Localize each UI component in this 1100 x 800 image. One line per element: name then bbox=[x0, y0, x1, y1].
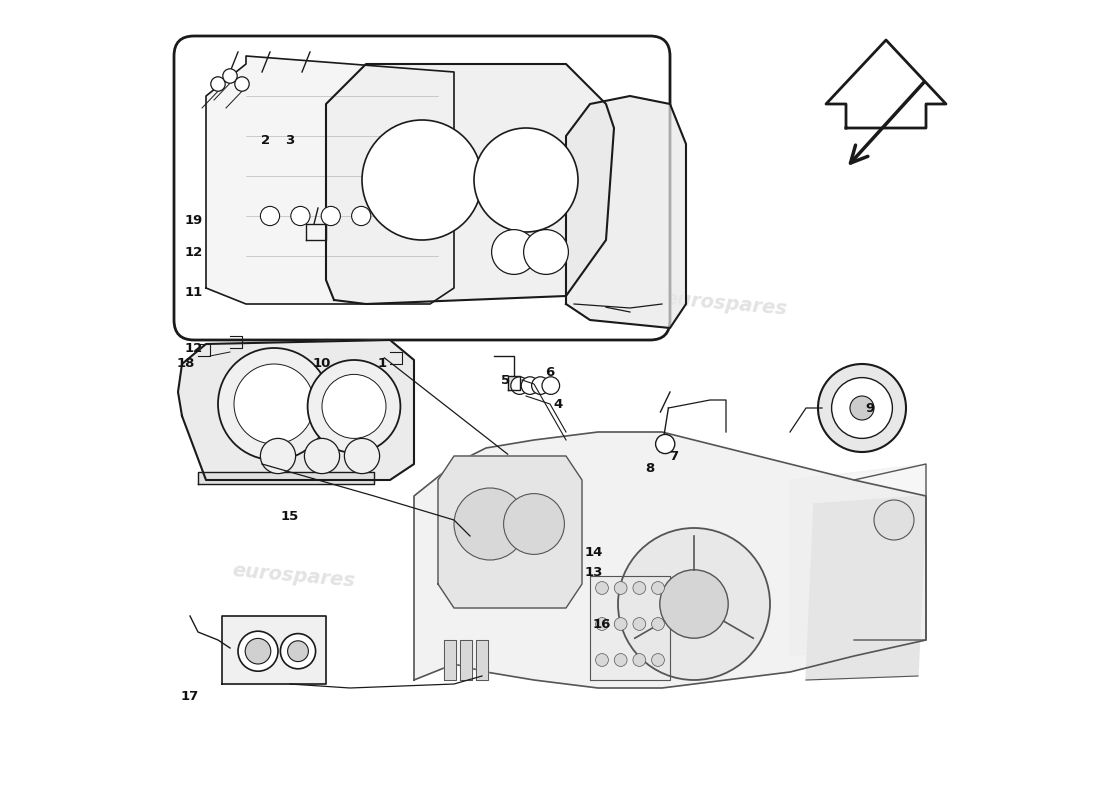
Text: 17: 17 bbox=[180, 690, 199, 702]
Circle shape bbox=[632, 618, 646, 630]
Polygon shape bbox=[206, 56, 454, 304]
Text: 2: 2 bbox=[262, 134, 271, 146]
Text: 8: 8 bbox=[646, 462, 654, 474]
Polygon shape bbox=[806, 496, 926, 680]
Circle shape bbox=[344, 438, 380, 474]
Circle shape bbox=[818, 364, 906, 452]
Polygon shape bbox=[438, 456, 582, 608]
Polygon shape bbox=[475, 640, 488, 680]
Polygon shape bbox=[790, 464, 926, 656]
Circle shape bbox=[651, 654, 664, 666]
Text: 3: 3 bbox=[285, 134, 295, 146]
Circle shape bbox=[874, 500, 914, 540]
FancyBboxPatch shape bbox=[174, 36, 670, 340]
Text: 11: 11 bbox=[185, 286, 204, 298]
Text: 7: 7 bbox=[670, 450, 679, 462]
Circle shape bbox=[321, 206, 340, 226]
Text: 1: 1 bbox=[377, 358, 386, 370]
Polygon shape bbox=[826, 40, 946, 128]
Circle shape bbox=[660, 570, 728, 638]
Text: 9: 9 bbox=[866, 402, 874, 414]
Circle shape bbox=[614, 582, 627, 594]
Polygon shape bbox=[178, 340, 414, 480]
Polygon shape bbox=[460, 640, 472, 680]
Polygon shape bbox=[198, 472, 374, 484]
Circle shape bbox=[614, 654, 627, 666]
Circle shape bbox=[595, 654, 608, 666]
Circle shape bbox=[595, 618, 608, 630]
Circle shape bbox=[474, 128, 578, 232]
Text: 5: 5 bbox=[502, 374, 510, 386]
Circle shape bbox=[524, 230, 569, 274]
Text: eurospares: eurospares bbox=[448, 561, 572, 591]
Text: eurospares: eurospares bbox=[448, 289, 572, 319]
Circle shape bbox=[218, 348, 330, 460]
Circle shape bbox=[261, 206, 279, 226]
Circle shape bbox=[305, 438, 340, 474]
Text: 19: 19 bbox=[185, 214, 204, 226]
Circle shape bbox=[211, 77, 226, 91]
Polygon shape bbox=[414, 432, 926, 688]
Circle shape bbox=[492, 230, 537, 274]
Text: 12: 12 bbox=[185, 342, 204, 354]
Circle shape bbox=[280, 634, 316, 669]
Text: eurospares: eurospares bbox=[663, 289, 789, 319]
Circle shape bbox=[322, 374, 386, 438]
Circle shape bbox=[412, 206, 431, 226]
Circle shape bbox=[362, 120, 482, 240]
Circle shape bbox=[632, 654, 646, 666]
Circle shape bbox=[352, 206, 371, 226]
Circle shape bbox=[656, 434, 674, 454]
Text: 4: 4 bbox=[553, 398, 562, 410]
Circle shape bbox=[234, 364, 313, 444]
Circle shape bbox=[651, 618, 664, 630]
Text: 16: 16 bbox=[593, 618, 612, 630]
Circle shape bbox=[832, 378, 892, 438]
Text: 10: 10 bbox=[312, 358, 331, 370]
Text: 15: 15 bbox=[280, 510, 299, 522]
Circle shape bbox=[287, 641, 308, 662]
Circle shape bbox=[542, 377, 560, 394]
Circle shape bbox=[261, 438, 296, 474]
Text: 6: 6 bbox=[546, 366, 554, 378]
Circle shape bbox=[521, 377, 539, 394]
Circle shape bbox=[238, 631, 278, 671]
Circle shape bbox=[223, 69, 238, 83]
Circle shape bbox=[382, 206, 402, 226]
Text: 13: 13 bbox=[585, 566, 603, 578]
Circle shape bbox=[651, 582, 664, 594]
Text: 18: 18 bbox=[177, 358, 195, 370]
Circle shape bbox=[454, 488, 526, 560]
Polygon shape bbox=[566, 96, 686, 328]
Circle shape bbox=[510, 377, 528, 394]
Circle shape bbox=[595, 582, 608, 594]
Circle shape bbox=[531, 377, 549, 394]
Polygon shape bbox=[326, 64, 614, 304]
Circle shape bbox=[618, 528, 770, 680]
Circle shape bbox=[632, 582, 646, 594]
Text: 12: 12 bbox=[185, 246, 204, 258]
Polygon shape bbox=[222, 616, 326, 684]
Circle shape bbox=[614, 618, 627, 630]
Text: eurospares: eurospares bbox=[232, 289, 356, 319]
Polygon shape bbox=[508, 376, 519, 390]
Circle shape bbox=[234, 77, 250, 91]
Text: 14: 14 bbox=[585, 546, 603, 558]
Circle shape bbox=[308, 360, 400, 453]
Circle shape bbox=[290, 206, 310, 226]
Text: eurospares: eurospares bbox=[232, 561, 356, 591]
Circle shape bbox=[850, 396, 875, 420]
Circle shape bbox=[504, 494, 564, 554]
Polygon shape bbox=[590, 576, 670, 680]
Polygon shape bbox=[443, 640, 456, 680]
Circle shape bbox=[245, 638, 271, 664]
